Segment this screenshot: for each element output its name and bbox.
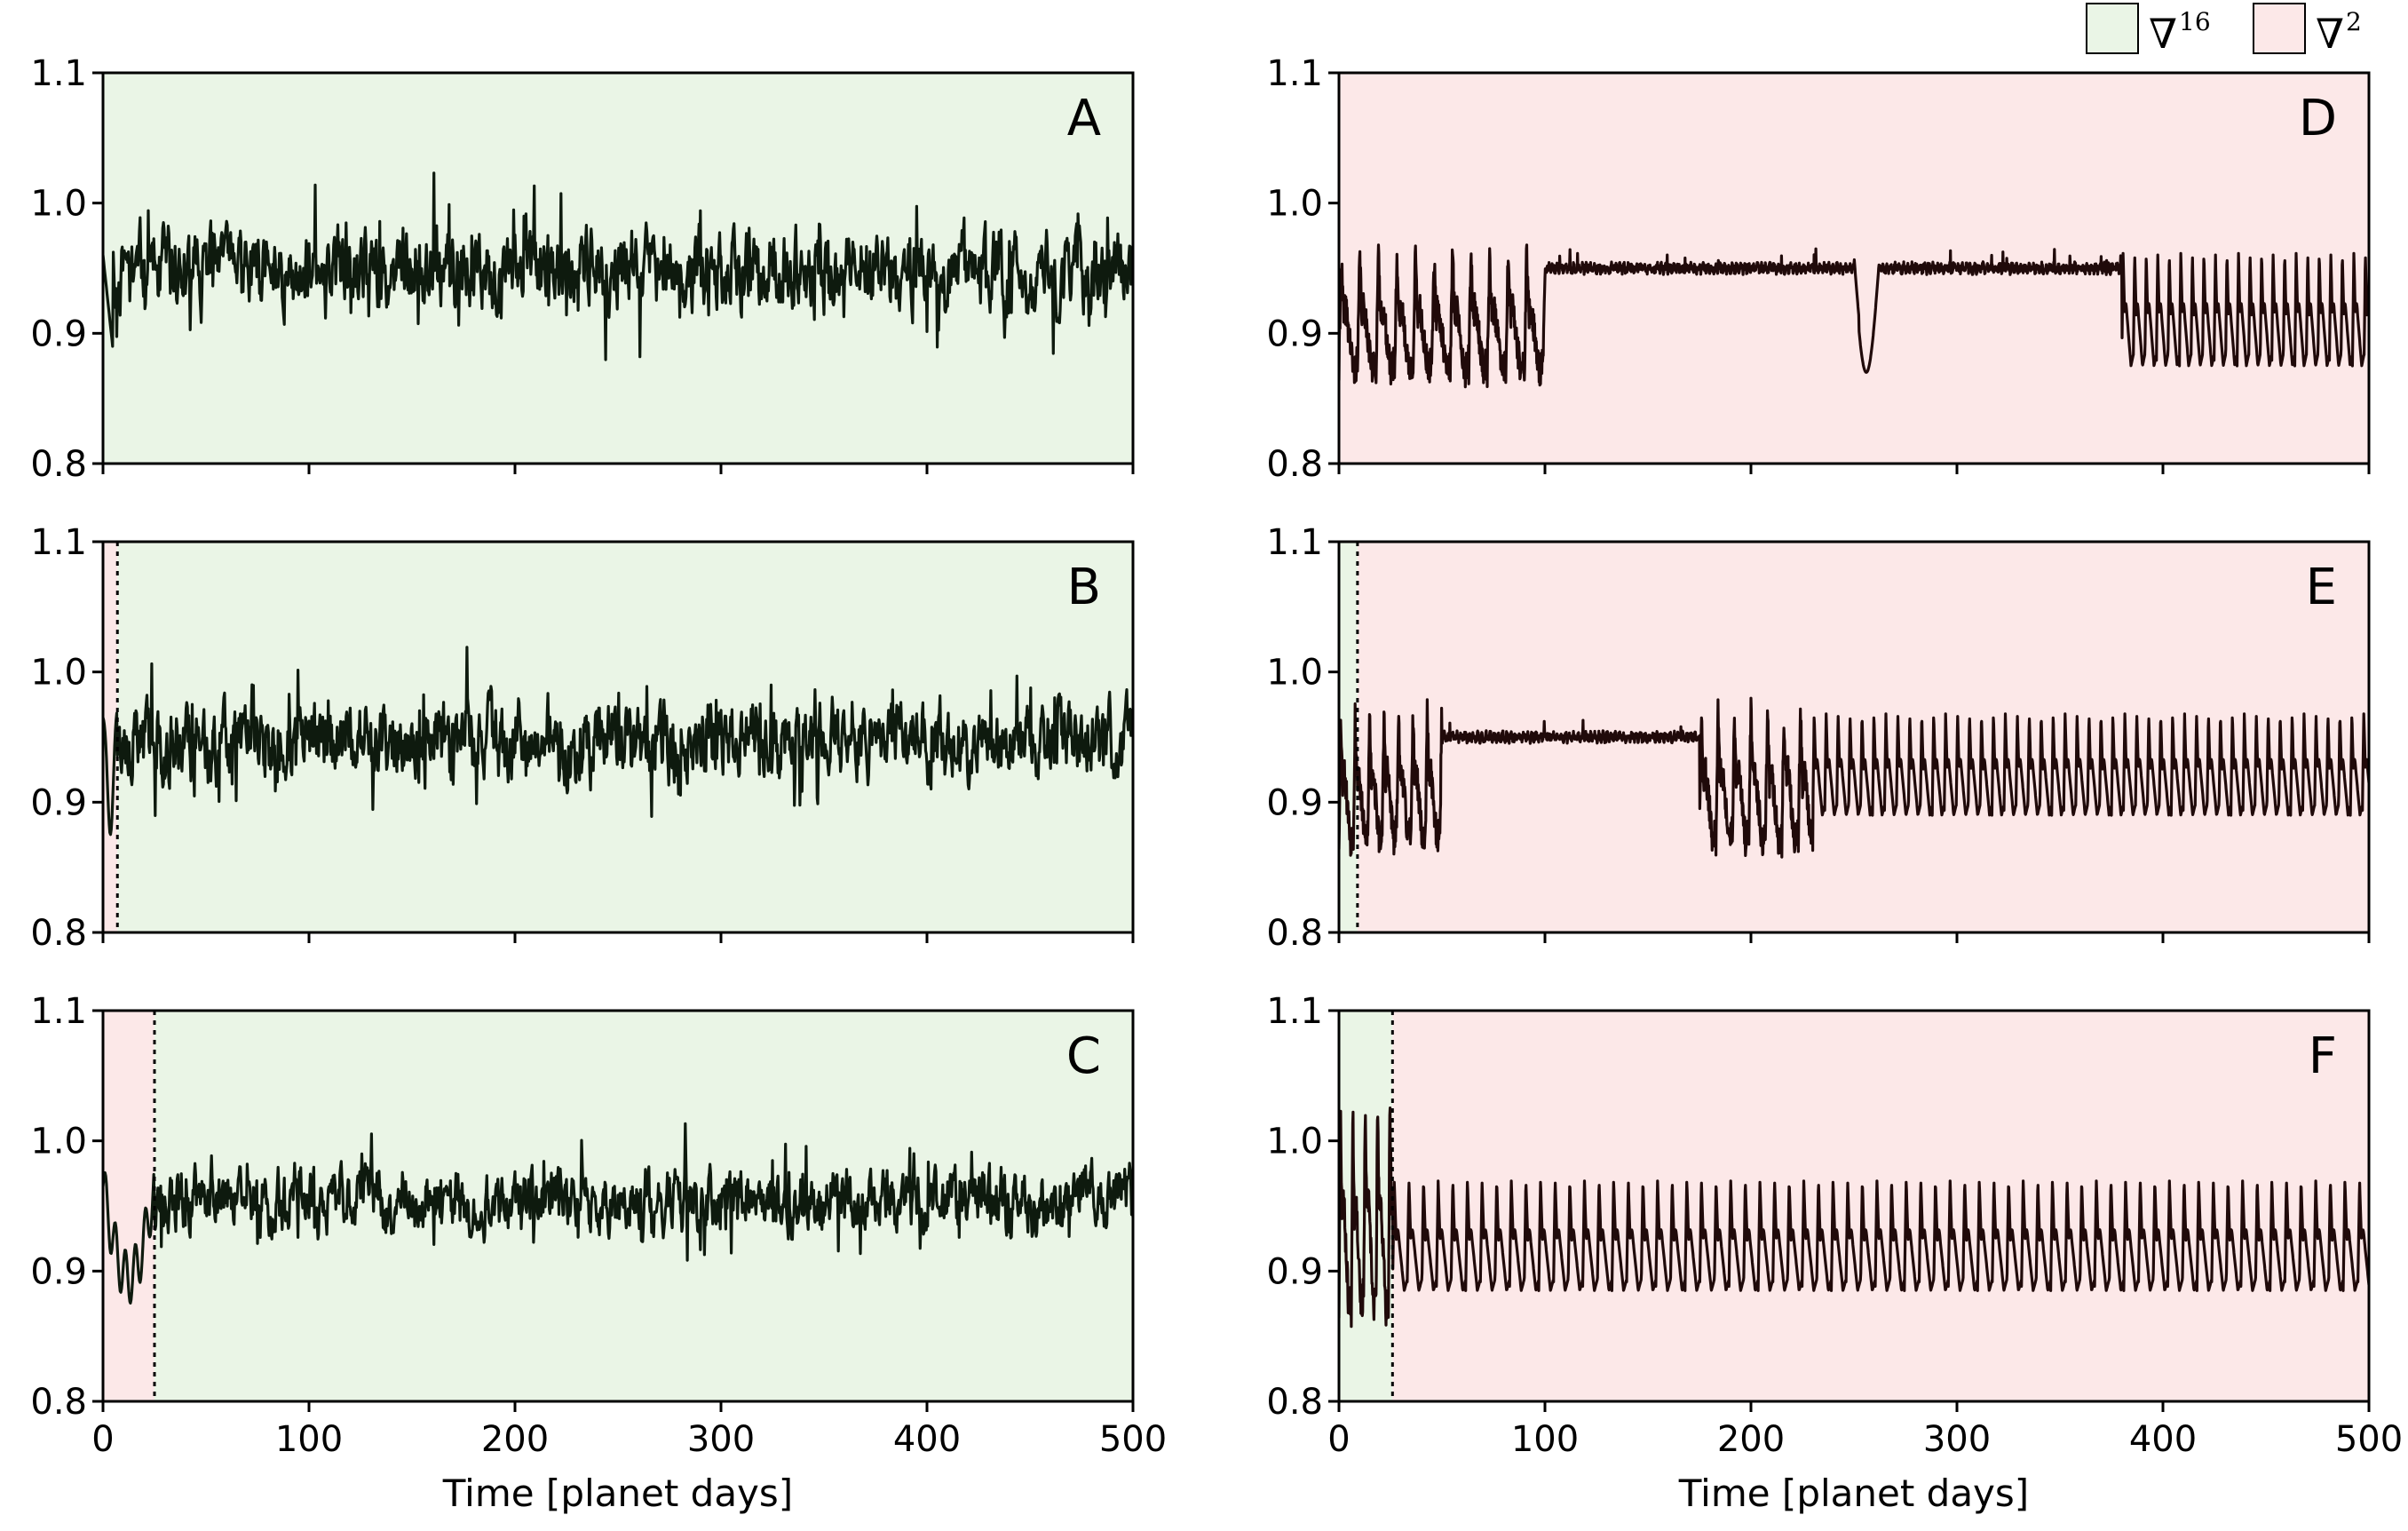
series-line [1339,696,2369,859]
panels: 0.8 0.9 1.0 1.1 A 0.8 0.9 1.0 1.1 B 0.8 0.9 1.0 1.1 0 1… [30,53,2403,1515]
y-tick-label: 1.0 [30,184,87,225]
legend: ∇ 16 ∇ 2 [2086,3,2362,58]
y-tick-label: 0.9 [1266,1251,1323,1292]
panel-label: A [1067,90,1101,147]
x-tick-label: 200 [1717,1419,1785,1460]
panel-label: F [2309,1027,2337,1085]
y-tick-label: 0.8 [1266,1382,1323,1423]
x-axis-label: Time [planet days] [1678,1472,2029,1515]
y-tick-label: 0.9 [1266,313,1323,354]
panel-a: 0.8 0.9 1.0 1.1 A [30,53,1135,485]
region-nabla2 [103,542,118,932]
panel-d: 0.8 0.9 1.0 1.1 D [1266,53,2371,485]
y-tick-label: 1.0 [30,1122,87,1162]
y-tick-label: 1.0 [1266,1122,1323,1162]
series-line [103,646,1133,837]
y-tick-label: 1.0 [30,653,87,694]
panel-label: D [2299,90,2337,147]
y-tick-label: 0.8 [30,444,87,485]
plot-frame [101,71,1135,465]
y-tick-label: 1.1 [30,53,87,94]
panel-label: B [1067,559,1101,616]
legend-exponent: 2 [2346,7,2362,36]
series-line [1339,1107,2369,1329]
legend-swatch [2253,3,2306,54]
x-tick-label: 0 [91,1419,114,1460]
y-tick-label: 0.9 [30,782,87,823]
x-tick-label: 500 [1099,1419,1167,1460]
panel-f: 0.8 0.9 1.0 1.1 0 100 200 300 400 500 F Time [plane… [1266,991,2403,1515]
y-tick-label: 0.8 [30,1382,87,1423]
y-tick-label: 1.1 [30,522,87,563]
x-tick-label: 100 [1511,1419,1579,1460]
y-tick-label: 1.1 [1266,53,1323,94]
legend-label: ∇ [2316,10,2344,58]
legend-swatch [2086,3,2139,54]
plot-frame [101,540,1135,934]
panel-label: E [2306,559,2337,616]
x-tick-label: 0 [1327,1419,1350,1460]
x-tick-label: 200 [481,1419,549,1460]
y-tick-label: 1.1 [30,991,87,1032]
y-tick-label: 0.8 [1266,444,1323,485]
y-tick-label: 0.8 [30,913,87,954]
plot-frame [1337,1009,2371,1403]
plot-frame [1337,540,2371,934]
x-tick-label: 100 [275,1419,343,1460]
legend-exponent: 16 [2179,7,2211,36]
x-axis-label: Time [planet days] [442,1472,793,1515]
panel-label: C [1066,1027,1101,1085]
x-tick-label: 400 [893,1419,961,1460]
legend-item-nabla16: ∇ 16 [2086,3,2211,58]
y-tick-label: 0.8 [1266,913,1323,954]
series-line [1339,243,2369,389]
x-tick-label: 400 [2129,1419,2197,1460]
panel-e: 0.8 0.9 1.0 1.1 E [1266,522,2371,954]
series-line [103,171,1133,361]
x-tick-label: 300 [687,1419,755,1460]
x-tick-label: 500 [2335,1419,2403,1460]
y-tick-label: 0.9 [1266,782,1323,823]
legend-label: ∇ [2149,10,2177,58]
y-tick-label: 1.1 [1266,522,1323,563]
y-tick-label: 1.1 [1266,991,1323,1032]
x-tick-label: 300 [1923,1419,1991,1460]
y-tick-label: 1.0 [1266,653,1323,694]
y-tick-label: 0.9 [30,1251,87,1292]
panel-b: 0.8 0.9 1.0 1.1 B [30,522,1135,954]
y-tick-label: 1.0 [1266,184,1323,225]
region-nabla2 [103,1011,154,1401]
panel-c: 0.8 0.9 1.0 1.1 0 100 200 300 400 500 C Time [plane… [30,991,1167,1515]
plot-frame [101,1009,1135,1403]
legend-item-nabla2: ∇ 2 [2253,3,2362,58]
plot-frame [1337,71,2371,465]
series-line [103,1122,1133,1305]
y-tick-label: 0.9 [30,313,87,354]
